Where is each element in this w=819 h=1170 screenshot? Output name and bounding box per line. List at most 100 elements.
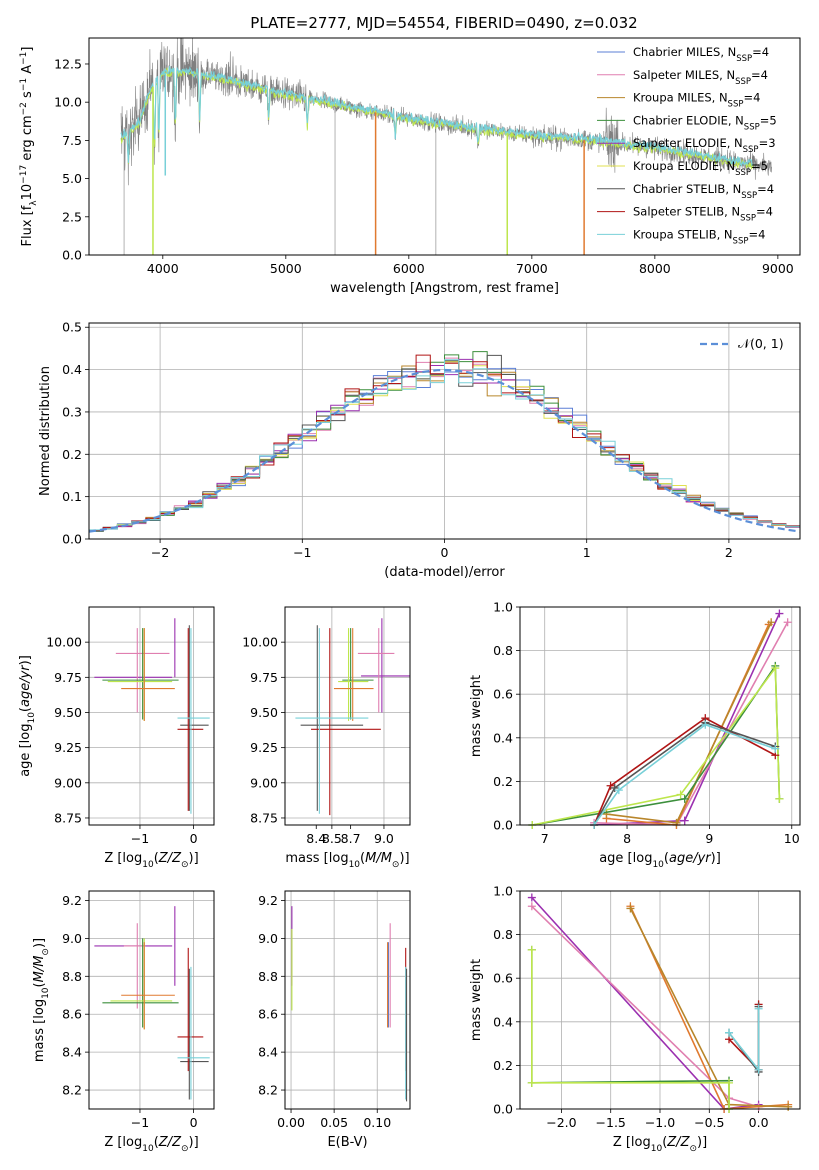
y-tick-label: 8.8 xyxy=(258,969,278,984)
x-axis-label-part: M/M xyxy=(365,851,392,866)
legend-label-part: SSP xyxy=(736,54,752,64)
x-tick-label: 8.4 xyxy=(306,831,326,846)
legend-label-part: SSP xyxy=(740,214,756,224)
weight-point-marker xyxy=(614,786,623,795)
y-tick-label: 0.0 xyxy=(62,248,82,263)
x-tick-label: 0 xyxy=(190,831,198,846)
y-tick-label: 0.5 xyxy=(62,320,82,335)
legend-label-part: =4 xyxy=(748,227,765,241)
legend-label-part: SSP xyxy=(735,77,751,87)
legend-label-part: Salpeter ELODIE, N xyxy=(633,136,743,150)
y-tick-label: 9.00 xyxy=(54,775,82,790)
y-tick-label: 10.0 xyxy=(54,95,82,110)
x-tick-label: 9 xyxy=(705,831,713,846)
x-axis-label-part: age [log xyxy=(599,851,652,866)
y-tick-label: 8.2 xyxy=(62,1083,82,1098)
y-tick-label: 0.8 xyxy=(493,643,513,658)
y-axis-label-part: )] xyxy=(18,655,33,665)
weight-series-line xyxy=(531,896,759,1109)
legend-label-part: =4 xyxy=(751,68,768,82)
y-axis-label-part: ( xyxy=(18,707,33,712)
x-axis-label-part: Z [log xyxy=(104,851,142,866)
y-axis-label-part: mass weight xyxy=(469,675,484,757)
panel-mass_vs_EBV: 0.00 0.05 0.10 8.2 8.4 8.6 8.8 9.0 9.2 E(B-V) xyxy=(258,890,411,1150)
y-axis-label-part: mass [log xyxy=(32,999,47,1062)
x-axis-label-part: ⊙ xyxy=(689,1144,697,1154)
axes-frame xyxy=(284,606,411,826)
y-axis-label-part: Normed distribution xyxy=(38,366,53,496)
y-tick-label: 8.75 xyxy=(250,810,278,825)
weight-point-marker xyxy=(725,1028,734,1037)
x-axis-label-part: 10 xyxy=(142,1144,154,1154)
normal-reference-curve xyxy=(88,368,801,533)
y-tick-label: 5.0 xyxy=(62,171,82,186)
x-tick-label: 8.7 xyxy=(341,831,361,846)
x-axis-label: wavelength [Angstrom, rest frame] xyxy=(330,281,559,296)
axes-frame xyxy=(519,606,801,826)
weight-series-line xyxy=(531,949,730,1109)
legend-label-part: =3 xyxy=(759,136,776,150)
legend-label: Kroupa STELIB, NSSP=4 xyxy=(633,227,765,246)
x-axis-label-part: wavelength [Angstrom, rest frame] xyxy=(330,281,559,296)
x-axis-label-part: ( xyxy=(154,1135,159,1150)
y-tick-label: 8.2 xyxy=(258,1083,278,1098)
y-tick-label: 0.2 xyxy=(493,774,513,789)
y-axis-label-part: )] xyxy=(32,938,47,948)
x-axis-label-part: ⊙ xyxy=(392,860,400,870)
x-tick-label: −1 xyxy=(293,545,311,560)
weight-series-line xyxy=(593,721,776,825)
weight-series-line xyxy=(593,723,776,825)
weight-point-marker xyxy=(527,945,536,954)
x-tick-label: 0.10 xyxy=(363,1115,391,1130)
y-tick-label: 9.25 xyxy=(54,740,82,755)
y-tick-label: 12.5 xyxy=(54,56,82,71)
y-tick-label: 1.0 xyxy=(493,884,513,899)
y-axis-label: mass [log10(M/M⊙)] xyxy=(32,938,51,1062)
y-axis-label-part: λ xyxy=(29,200,39,206)
y-tick-label: 0.1 xyxy=(62,489,82,504)
x-tick-label: 8.5 xyxy=(322,831,342,846)
weight-series-line xyxy=(728,1008,760,1073)
weight-point-marker xyxy=(527,902,536,911)
x-axis-label-part: 10 xyxy=(142,860,154,870)
x-axis-label-part: )] xyxy=(697,1135,707,1150)
model-spectrum-line xyxy=(120,65,754,168)
legend-label-part: SSP xyxy=(733,236,749,246)
legend-label: Kroupa MILES, NSSP=4 xyxy=(633,91,760,110)
y-tick-label: 0.2 xyxy=(493,1058,513,1073)
y-axis-label-part: Flux [f xyxy=(20,205,35,246)
legend-label-part: =4 xyxy=(743,91,760,105)
y-tick-label: 9.75 xyxy=(250,670,278,685)
x-axis-label-part: )] xyxy=(189,1135,199,1150)
x-tick-label: −2.0 xyxy=(546,1115,576,1130)
x-axis-label: Z [log10(Z/Z⊙)] xyxy=(104,851,198,870)
x-axis-label-part: 10 xyxy=(652,860,664,870)
x-axis-label: E(B-V) xyxy=(327,1135,367,1150)
weight-point-marker xyxy=(771,664,780,673)
weight-point-marker xyxy=(725,1078,734,1087)
weight-series-line xyxy=(532,665,781,825)
y-tick-label: 0.6 xyxy=(493,971,513,986)
y-tick-label: 8.4 xyxy=(258,1045,278,1060)
y-tick-label: 0.0 xyxy=(493,818,513,833)
legend-label-part: SSP xyxy=(743,145,759,155)
weight-point-marker xyxy=(701,720,710,729)
y-tick-label: 8.6 xyxy=(258,1007,278,1022)
x-tick-label: 0 xyxy=(190,1115,198,1130)
legend-label: Chabrier STELIB, NSSP=4 xyxy=(633,182,774,201)
x-tick-label: 0.00 xyxy=(277,1115,305,1130)
legend-label: Salpeter MILES, NSSP=4 xyxy=(633,68,768,87)
y-tick-label: 9.50 xyxy=(250,705,278,720)
x-tick-label: −0.5 xyxy=(694,1115,724,1130)
x-axis-label-part: Z [log xyxy=(104,1135,142,1150)
x-tick-label: 8 xyxy=(623,831,631,846)
panel-age_vs_mass: 8.5 9.0 8.75 9.00 9.25 9.50 9.75 10.00 8.4 8.7 mas… xyxy=(242,606,411,870)
weight-point-marker xyxy=(754,1065,763,1074)
x-tick-label: −1.0 xyxy=(645,1115,675,1130)
legend-label-part: Chabrier ELODIE, N xyxy=(633,113,744,127)
y-tick-label: 9.2 xyxy=(258,893,278,908)
x-tick-label: 7 xyxy=(541,831,549,846)
y-axis-label: age [log10(age/yr)] xyxy=(18,655,37,777)
